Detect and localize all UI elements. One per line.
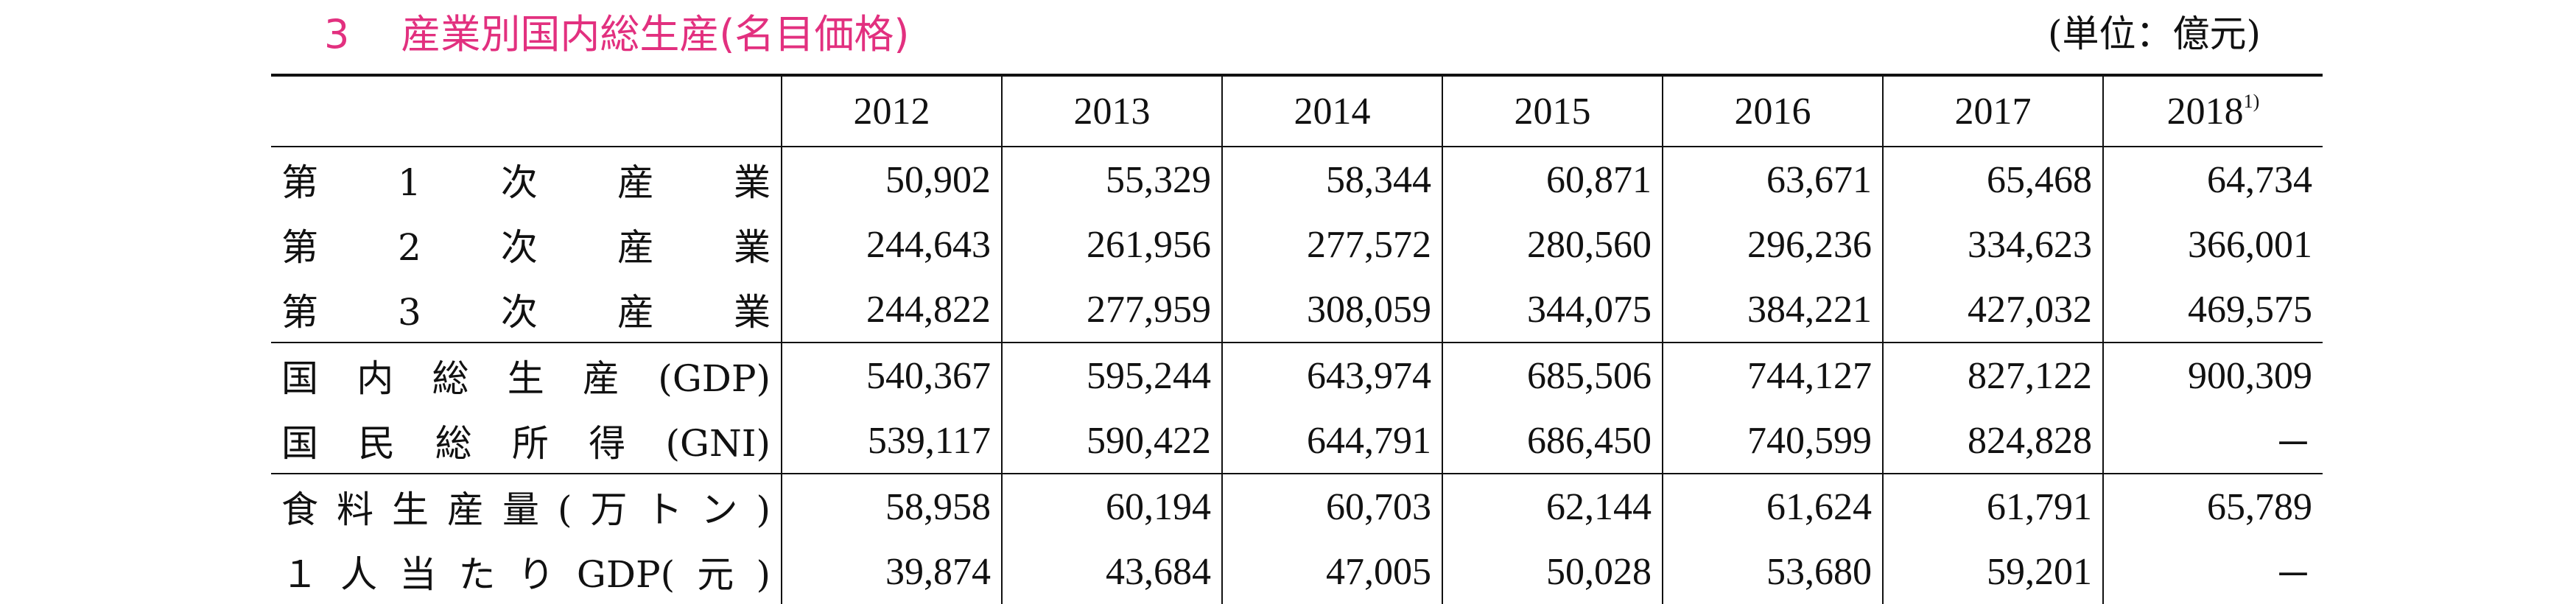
cell: 58,958 (781, 474, 1002, 539)
row-label: 第3次産業 (281, 291, 771, 334)
year: 2015 (1514, 90, 1591, 133)
cell: 261,956 (1001, 212, 1222, 277)
cell: 469,575 (2102, 277, 2323, 343)
cell: 280,560 (1442, 212, 1663, 277)
table-row: 国内総生産(GDP) 540,367 595,244 643,974 685,506 74… (271, 343, 2323, 408)
table: 2012 2013 2014 2015 2016 2017 20181) 第1次産業 50,9… (271, 74, 2323, 604)
table-body: 第1次産業 50,902 55,329 58,344 60,871 63,671 65,46… (271, 147, 2323, 604)
table-row: １人当たりGDP(元) 39,874 43,684 47,005 50,028 53,68… (271, 539, 2323, 604)
cell: 595,244 (1001, 343, 1222, 408)
cell: 65,789 (2102, 474, 2323, 539)
table-row: 国民総所得(GNI) 539,117 590,422 644,791 686,450 74… (271, 408, 2323, 474)
cell: 58,344 (1221, 147, 1442, 212)
year: 2014 (1294, 90, 1371, 133)
cell: 427,032 (1882, 277, 2103, 343)
cell: 60,871 (1442, 147, 1663, 212)
column-header: 2017 (1882, 75, 2103, 147)
cell: 60,194 (1001, 474, 1222, 539)
table-row: 第3次産業 244,822 277,959 308,059 344,075 384,221… (271, 277, 2323, 343)
year: 2012 (853, 90, 930, 133)
cell: 740,599 (1662, 408, 1883, 474)
cell: 308,059 (1221, 277, 1442, 343)
cell: 47,005 (1221, 539, 1442, 604)
cell: 63,671 (1662, 147, 1883, 212)
cell: 277,572 (1221, 212, 1442, 277)
title: 産業別国内総生産(名目価格) (401, 11, 910, 57)
cell: 643,974 (1221, 343, 1442, 408)
cell: 590,422 (1001, 408, 1222, 474)
cell: 384,221 (1662, 277, 1883, 343)
row-label: 国内総生産(GDP) (281, 357, 771, 400)
table-row: 第2次産業 244,643 261,956 277,572 280,560 296,236… (271, 212, 2323, 277)
section-number: 3 (324, 11, 350, 57)
corner (271, 75, 782, 147)
column-header: 2014 (1221, 75, 1442, 147)
year: 2017 (1954, 90, 2032, 133)
row-label: １人当たりGDP(元) (281, 553, 771, 596)
cell: 244,643 (781, 212, 1002, 277)
column-header: 2015 (1442, 75, 1663, 147)
cell: 644,791 (1221, 408, 1442, 474)
cell: 50,902 (781, 147, 1002, 212)
title-block: 3 産業別国内総生産(名目価格) (324, 1, 910, 60)
cell: 43,684 (1001, 539, 1222, 604)
cell: 50,028 (1442, 539, 1663, 604)
table-row: 食料生産量(万トン) 58,958 60,194 60,703 62,144 61,624… (271, 474, 2323, 539)
cell: 244,822 (781, 277, 1002, 343)
cell: 334,623 (1882, 212, 2103, 277)
cell: 61,624 (1662, 474, 1883, 539)
column-header: 2012 (781, 75, 1002, 147)
row-label: 食料生産量(万トン) (281, 488, 771, 531)
cell: 539,117 (781, 408, 1002, 474)
cell: 64,734 (2102, 147, 2323, 212)
year: 2018 (2166, 90, 2244, 133)
cell: 39,874 (781, 539, 1002, 604)
cell: 60,703 (1221, 474, 1442, 539)
cell: 62,144 (1442, 474, 1663, 539)
cell: 296,236 (1662, 212, 1883, 277)
cell: 65,468 (1882, 147, 2103, 212)
row-label: 第1次産業 (281, 161, 771, 204)
cell: 344,075 (1442, 277, 1663, 343)
cell: 685,506 (1442, 343, 1663, 408)
footnote-mark: 1) (2243, 90, 2260, 112)
cell: 824,828 (1882, 408, 2103, 474)
cell: 53,680 (1662, 539, 1883, 604)
row-label: 第2次産業 (281, 226, 771, 269)
header-row: 2012 2013 2014 2015 2016 2017 20181) (271, 75, 2323, 147)
year: 2016 (1734, 90, 1811, 133)
column-header: 20181) (2102, 75, 2323, 147)
cell: 277,959 (1001, 277, 1222, 343)
column-header: 2013 (1001, 75, 1222, 147)
cell: 61,791 (1882, 474, 2103, 539)
cell: － (2102, 408, 2323, 474)
cell: 686,450 (1442, 408, 1663, 474)
cell: 540,367 (781, 343, 1002, 408)
column-header: 2016 (1662, 75, 1883, 147)
year: 2013 (1073, 90, 1151, 133)
cell: 59,201 (1882, 539, 2103, 604)
unit: (単位：億元) (2048, 13, 2261, 55)
cell: 900,309 (2102, 343, 2323, 408)
cell: 366,001 (2102, 212, 2323, 277)
cell: 55,329 (1001, 147, 1222, 212)
cell: 827,122 (1882, 343, 2103, 408)
row-label: 国民総所得(GNI) (281, 422, 771, 465)
cell: － (2102, 539, 2323, 604)
table-row: 第1次産業 50,902 55,329 58,344 60,871 63,671 65,46… (271, 147, 2323, 212)
cell: 744,127 (1662, 343, 1883, 408)
